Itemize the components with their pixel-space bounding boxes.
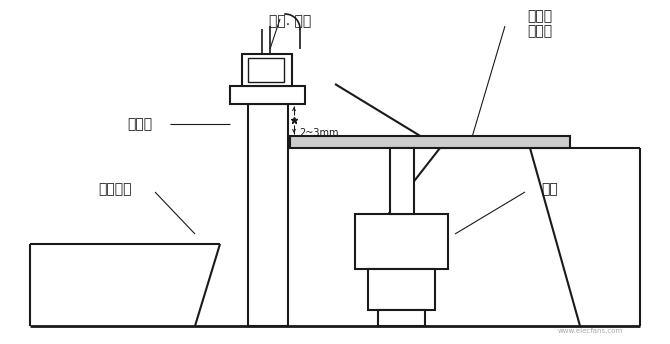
Text: 支持架: 支持架 [127, 117, 153, 131]
Bar [355, 214, 448, 269]
Bar [230, 86, 305, 104]
Bar [290, 136, 570, 148]
Text: 电机: 电机 [541, 182, 558, 196]
Text: 2~3mm: 2~3mm [299, 128, 338, 138]
Bar [242, 54, 292, 86]
Text: 盘平台: 盘平台 [527, 24, 553, 38]
Bar [248, 58, 284, 82]
Bar [390, 148, 414, 214]
Bar [248, 104, 288, 326]
Bar [378, 310, 425, 326]
Text: 电机转: 电机转 [527, 9, 553, 23]
Bar [368, 269, 435, 310]
Text: www.elecfans.com: www.elecfans.com [557, 328, 622, 334]
Text: 工作平台: 工作平台 [98, 182, 132, 196]
Text: 霍尔. 光电: 霍尔. 光电 [269, 14, 311, 28]
